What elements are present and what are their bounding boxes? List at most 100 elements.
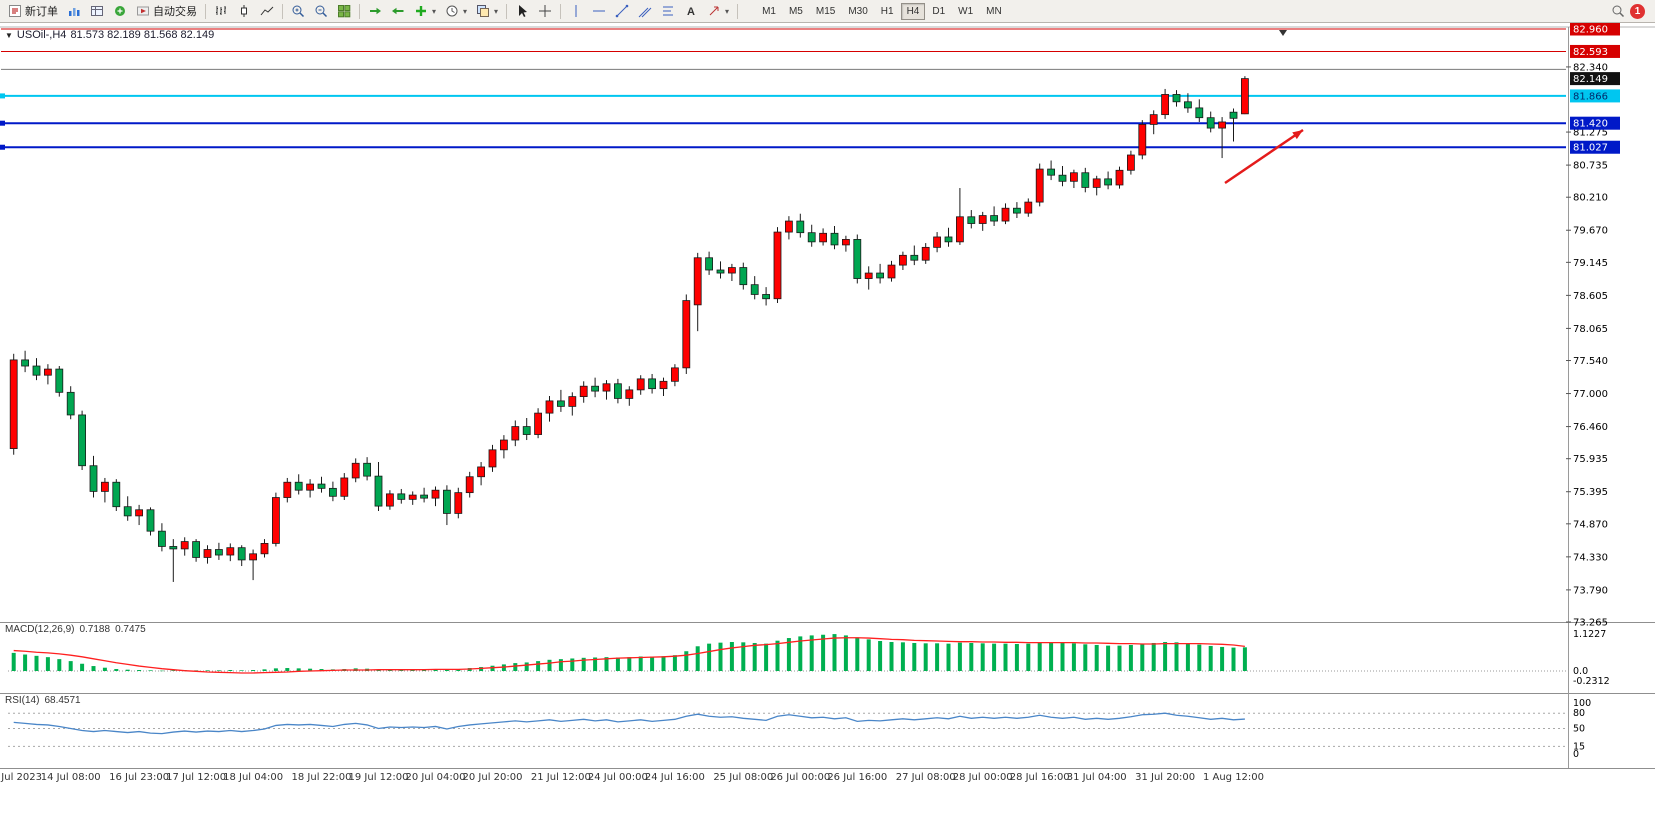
svg-text:0.0: 0.0 — [1573, 666, 1588, 677]
svg-text:16 Jul 23:00: 16 Jul 23:00 — [109, 772, 169, 783]
vertical-line-button[interactable] — [565, 2, 587, 20]
timeframe-m30[interactable]: M30 — [842, 3, 873, 20]
periods-button[interactable]: ▾ — [441, 2, 471, 20]
navigator-button[interactable] — [109, 2, 131, 20]
timeframe-mn[interactable]: MN — [980, 3, 1008, 20]
svg-text:24 Jul 16:00: 24 Jul 16:00 — [645, 772, 705, 783]
toolbar: 新订单 自动交易 — [0, 0, 1655, 23]
candlestick-chart-icon — [241, 5, 247, 17]
svg-text:76.460: 76.460 — [1573, 422, 1608, 433]
svg-text:74.870: 74.870 — [1573, 519, 1608, 530]
svg-text:75.395: 75.395 — [1573, 487, 1608, 498]
market-watch-button[interactable] — [63, 2, 85, 20]
crosshair-button[interactable] — [534, 2, 556, 20]
auto-scroll-button[interactable] — [364, 2, 386, 20]
templates-icon — [477, 5, 490, 17]
clock-icon — [446, 5, 458, 17]
indicators-button[interactable]: ▾ — [410, 2, 440, 20]
chevron-down-icon: ▾ — [494, 6, 499, 16]
svg-text:19 Jul 12:00: 19 Jul 12:00 — [349, 772, 409, 783]
zoom-in-button[interactable] — [287, 2, 309, 20]
auto-trading-button[interactable]: 自动交易 — [132, 2, 201, 20]
arrows-button[interactable]: ▾ — [703, 2, 733, 20]
toolbar-separator — [737, 3, 739, 19]
svg-text:79.145: 79.145 — [1573, 258, 1608, 269]
candlestick-chart-button[interactable] — [233, 2, 255, 20]
svg-text:78.605: 78.605 — [1573, 291, 1608, 302]
svg-text:79.670: 79.670 — [1573, 226, 1608, 237]
text-icon: A — [687, 6, 695, 18]
svg-text:82.149: 82.149 — [1573, 74, 1608, 85]
svg-text:82.593: 82.593 — [1573, 47, 1608, 58]
svg-text:28 Jul 00:00: 28 Jul 00:00 — [953, 772, 1013, 783]
notification-badge[interactable]: 1 — [1630, 3, 1645, 19]
new-order-label: 新订单 — [25, 6, 58, 18]
time-axis[interactable] — [0, 769, 1569, 791]
trendline-icon — [615, 4, 629, 18]
svg-text:1.1227: 1.1227 — [1573, 629, 1606, 640]
equidistant-channel-button[interactable] — [634, 2, 656, 20]
zoom-out-button[interactable] — [310, 2, 332, 20]
svg-text:81.027: 81.027 — [1573, 143, 1608, 154]
chevron-down-icon: ▾ — [463, 6, 468, 16]
chart-ohlc-values: 81.573 82.189 81.568 82.149 — [70, 29, 215, 41]
navigator-icon — [115, 6, 125, 16]
price-axis[interactable] — [1569, 23, 1655, 783]
svg-text:28 Jul 16:00: 28 Jul 16:00 — [1010, 772, 1070, 783]
svg-text:18 Jul 22:00: 18 Jul 22:00 — [292, 772, 352, 783]
macd-name: MACD(12,26,9) — [5, 624, 75, 635]
horizontal-line-button[interactable] — [588, 2, 610, 20]
timeframe-h4[interactable]: H4 — [900, 2, 926, 20]
cursor-button[interactable] — [511, 2, 533, 20]
toolbar-separator — [205, 3, 206, 19]
timeframe-m15[interactable]: M15 — [810, 3, 841, 20]
line-chart-button[interactable] — [256, 2, 278, 20]
templates-button[interactable]: ▾ — [472, 2, 502, 20]
zoom-in-icon — [292, 5, 305, 18]
timeframe-m5[interactable]: M5 — [783, 3, 809, 20]
macd-signal-value: 0.7475 — [115, 624, 146, 635]
arrow-tool-icon — [709, 6, 719, 16]
zoom-out-icon — [315, 5, 328, 18]
bar-chart-icon — [216, 6, 226, 15]
chart-title: ▼ USOil-,H4 81.573 82.189 81.568 82.149 — [5, 29, 214, 41]
data-window-icon — [91, 6, 103, 16]
chart-dropdown-icon[interactable]: ▼ — [5, 30, 13, 40]
fibonacci-button[interactable] — [657, 2, 679, 20]
timeframe-m1[interactable]: M1 — [756, 3, 782, 20]
data-window-button[interactable] — [86, 2, 108, 20]
text-label-button[interactable]: A — [680, 2, 702, 20]
timeframe-w1[interactable]: W1 — [952, 3, 979, 20]
search-button[interactable] — [1607, 2, 1629, 20]
svg-text:75.935: 75.935 — [1573, 454, 1608, 465]
svg-text:0: 0 — [1573, 749, 1579, 760]
toolbar-separator — [282, 3, 283, 19]
toolbar-separator — [560, 3, 562, 19]
svg-text:73.265: 73.265 — [1573, 618, 1608, 629]
chart-shift-button[interactable] — [387, 2, 409, 20]
svg-text:82.340: 82.340 — [1573, 62, 1608, 73]
svg-text:80.735: 80.735 — [1573, 161, 1608, 172]
new-order-icon — [9, 5, 21, 17]
rsi-indicator-label: RSI(14) 68.4571 — [5, 695, 81, 706]
chart-area: 82.340 81.275 80.735 80.210 79.670 79.145 78.6… — [0, 23, 1655, 831]
auto-scroll-icon — [370, 7, 381, 15]
indicators-add-icon — [416, 6, 426, 16]
tile-windows-button[interactable] — [333, 2, 355, 20]
bar-chart-button[interactable] — [210, 2, 232, 20]
fibonacci-icon — [663, 6, 674, 16]
auto-trading-label: 自动交易 — [153, 6, 197, 18]
auto-trading-icon — [137, 6, 149, 16]
chevron-down-icon: ▾ — [725, 6, 730, 16]
svg-text:18 Jul 04:00: 18 Jul 04:00 — [223, 772, 283, 783]
chart-canvas[interactable]: 82.340 81.275 80.735 80.210 79.670 79.145 78.6… — [0, 23, 1655, 831]
svg-text:77.540: 77.540 — [1573, 356, 1608, 367]
trendline-button[interactable] — [611, 2, 633, 20]
timeframe-h1[interactable]: H1 — [875, 3, 900, 20]
timeframe-group: M1 M5 M15 M30 H1 H4 D1 W1 MN — [756, 2, 1008, 20]
timeframe-d1[interactable]: D1 — [926, 3, 951, 20]
svg-text:25 Jul 08:00: 25 Jul 08:00 — [713, 772, 773, 783]
market-watch-icon — [69, 8, 80, 16]
svg-text:27 Jul 08:00: 27 Jul 08:00 — [896, 772, 956, 783]
new-order-button[interactable]: 新订单 — [4, 2, 62, 20]
